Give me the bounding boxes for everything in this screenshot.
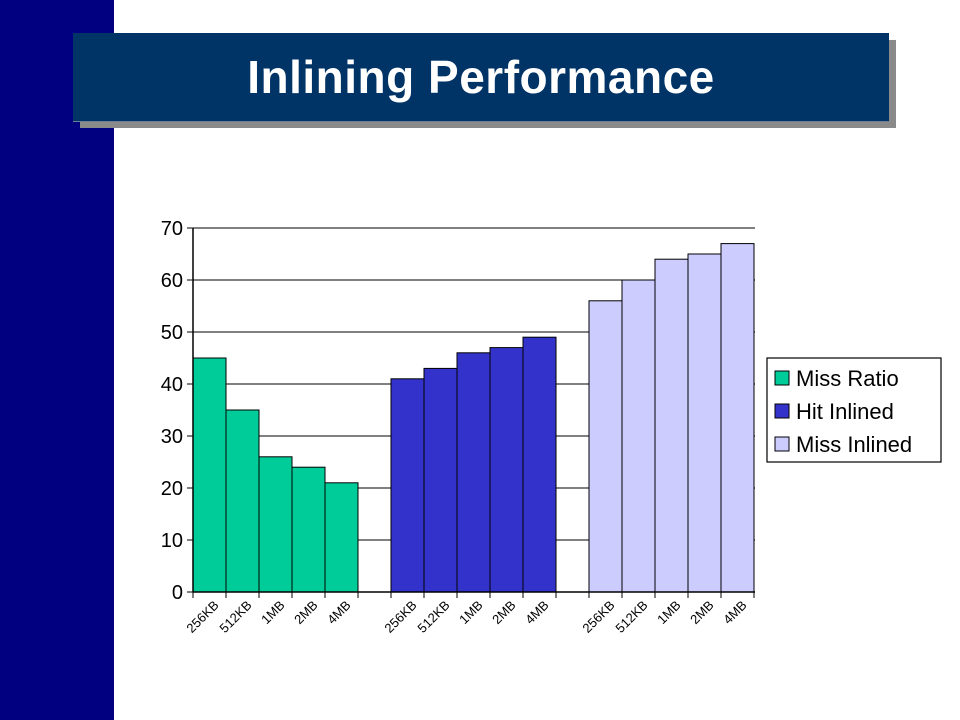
x-tick-label-512kb: 512KB (414, 598, 452, 636)
legend-label-miss-inlined: Miss Inlined (796, 432, 912, 457)
x-tick-label-2mb: 2MB (489, 598, 519, 628)
bar-hit-inlined-2mb (489, 347, 524, 593)
legend-swatch-miss-ratio (774, 370, 790, 386)
bar-miss-inlined-512kb (621, 279, 656, 593)
x-tick-label-1mb: 1MB (258, 598, 288, 628)
y-tick-label-20: 20 (161, 478, 183, 500)
bar-miss-inlined-1mb (654, 258, 689, 593)
x-tick-label-256kb: 256KB (579, 598, 617, 636)
legend-swatch-miss-inlined (774, 436, 790, 452)
x-tick-label-4mb: 4MB (324, 598, 354, 628)
slide-title: Inlining Performance (247, 51, 715, 103)
bar-hit-inlined-4mb (522, 336, 557, 593)
bar-hit-inlined-512kb (423, 367, 458, 593)
x-tick-label-1mb: 1MB (654, 598, 684, 628)
bar-miss-inlined-256kb (588, 300, 623, 593)
legend-box (766, 357, 942, 463)
y-tick-label-40: 40 (161, 374, 183, 396)
bar-miss-ratio-1mb (258, 456, 293, 593)
legend-label-hit-inlined: Hit Inlined (796, 399, 894, 424)
y-tick-label-10: 10 (161, 530, 183, 552)
x-tick-label-4mb: 4MB (522, 598, 552, 628)
x-tick-label-1mb: 1MB (456, 598, 486, 628)
bar-hit-inlined-256kb (390, 378, 425, 593)
legend-swatch-hit-inlined (774, 403, 790, 419)
x-tick-label-2mb: 2MB (291, 598, 321, 628)
bar-miss-inlined-2mb (687, 253, 722, 593)
x-tick-label-4mb: 4MB (720, 598, 750, 628)
bar-miss-ratio-4mb (324, 482, 359, 593)
bar-miss-ratio-256kb (192, 357, 227, 593)
y-tick-label-70: 70 (161, 218, 183, 240)
x-tick-label-512kb: 512KB (216, 598, 254, 636)
x-tick-label-2mb: 2MB (687, 598, 717, 628)
bar-miss-inlined-4mb (720, 243, 755, 593)
legend: Miss Ratio Hit Inlined Miss Inlined (766, 357, 942, 463)
x-tick-label-256kb: 256KB (183, 598, 221, 636)
bar-hit-inlined-1mb (456, 352, 491, 593)
y-tick-label-0: 0 (172, 582, 183, 604)
y-tick-label-30: 30 (161, 426, 183, 448)
x-tick-label-256kb: 256KB (381, 598, 419, 636)
title-banner: Inlining Performance (73, 33, 889, 122)
y-tick-label-60: 60 (161, 270, 183, 292)
y-tick-label-50: 50 (161, 322, 183, 344)
bar-miss-ratio-512kb (225, 409, 260, 593)
bars (192, 243, 755, 593)
x-tick-label-512kb: 512KB (612, 598, 650, 636)
bar-miss-ratio-2mb (291, 466, 326, 593)
legend-label-miss-ratio: Miss Ratio (796, 366, 899, 391)
